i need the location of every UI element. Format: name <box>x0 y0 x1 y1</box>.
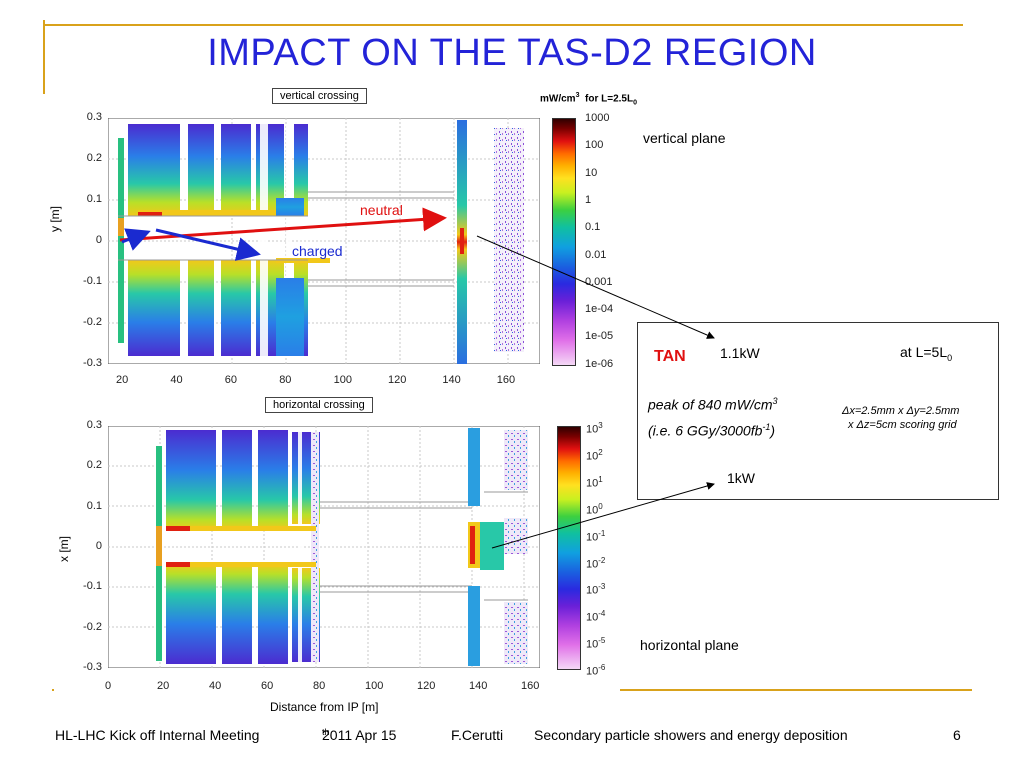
top-y-tick: -0.2 <box>83 316 102 328</box>
top-x-tick: 100 <box>333 374 352 386</box>
vertical-plane-label: vertical plane <box>643 130 726 146</box>
bottom-colorbar-label: 102 <box>586 447 603 463</box>
top-x-tick: 120 <box>388 374 407 386</box>
bottom-plot-xlabel: Distance from IP [m] <box>270 700 379 714</box>
tan-info-box: TAN 1.1kW at L=5L0 peak of 840 mW/cm3 (i… <box>637 322 999 500</box>
title-frame-left <box>43 20 45 94</box>
top-colorbar-label: 100 <box>585 139 604 152</box>
top-colorbar-label: 1000 <box>585 112 610 124</box>
top-colorbar-label: 0.001 <box>585 275 613 288</box>
bottom-x-tick: 0 <box>105 680 112 692</box>
bottom-rule-left <box>52 689 54 691</box>
top-colorbar-label: 0.01 <box>585 248 607 261</box>
top-y-tick: -0.1 <box>83 275 102 287</box>
top-x-tick: 20 <box>116 374 129 386</box>
horizontal-plane-label: horizontal plane <box>640 637 739 653</box>
top-x-tick: 40 <box>170 374 183 386</box>
bottom-x-tick: 160 <box>521 680 540 692</box>
charged-arrow-1 <box>121 228 151 251</box>
bottom-x-tick: 140 <box>469 680 488 692</box>
bottom-energy-map <box>108 426 540 668</box>
bottom-colorbar-label: 10-4 <box>586 609 606 624</box>
top-y-tick: 0.2 <box>86 152 102 164</box>
neutral-label: neutral <box>360 202 403 218</box>
bottom-x-tick: 40 <box>209 680 222 692</box>
title-frame-top <box>43 24 963 26</box>
peak-line-2: (i.e. 6 GGy/3000fb-1) <box>648 422 776 439</box>
top-x-tick: 160 <box>496 374 516 386</box>
callout-bottom <box>491 482 715 549</box>
top-colorbar-label: 1e-06 <box>585 357 614 370</box>
bottom-plot-label: horizontal crossing <box>265 397 373 413</box>
top-plot-label: vertical crossing <box>272 88 367 104</box>
slide-title: IMPACT ON THE TAS-D2 REGION <box>207 32 817 74</box>
top-x-tick: 60 <box>224 374 238 386</box>
bottom-x-tick: 120 <box>417 680 436 692</box>
tan-label: TAN <box>654 348 686 365</box>
top-y-tick: 0 <box>95 234 102 246</box>
charged-arrow-2 <box>155 228 261 261</box>
bottom-y-tick: -0.3 <box>83 660 102 673</box>
bottom-y-tick: 0 <box>95 539 102 552</box>
top-y-tick: -0.3 <box>83 357 102 369</box>
bottom-y-tick: -0.2 <box>83 620 102 633</box>
top-energy-map <box>108 118 540 364</box>
bottom-colorbar-label: 103 <box>586 421 603 436</box>
bottom-rule <box>620 689 972 691</box>
top-colorbar-label: 1e-04 <box>585 303 614 316</box>
bottom-colorbar-label: 10-1 <box>586 528 606 544</box>
bottom-y-tick: 0.2 <box>86 459 102 472</box>
peak-line-1: peak of 840 mW/cm3 <box>648 396 778 413</box>
top-colorbar-label: 1e-05 <box>585 330 614 343</box>
bottom-x-tick: 60 <box>261 680 274 692</box>
top-y-tick: 0.3 <box>86 111 102 123</box>
lumi-label: at L=5L0 <box>900 344 953 363</box>
bottom-colorbar-label: 10-6 <box>586 663 606 678</box>
callout-top <box>476 235 715 339</box>
top-colorbar <box>552 118 576 366</box>
bottom-y-tick: 0.1 <box>86 499 102 512</box>
bottom-colorbar-label: 10-3 <box>586 582 606 598</box>
bottom-x-tick: 20 <box>157 680 170 692</box>
bottom-colorbar-label: 101 <box>586 474 603 490</box>
charged-label: charged <box>292 243 343 259</box>
bottom-x-tick: 100 <box>365 680 384 692</box>
top-colorbar-label: 0.1 <box>585 221 601 234</box>
grid-line-1: Δx=2.5mm x Δy=2.5mm <box>842 405 960 417</box>
bottom-colorbar-label: 10-5 <box>586 636 606 651</box>
slide-number: 6 <box>953 727 961 743</box>
power-label-1: 1.1kW <box>720 345 760 361</box>
top-y-tick: 0.1 <box>86 193 102 205</box>
top-colorbar-title: mW/cm3 for L=2.5L0 <box>540 92 637 107</box>
top-arrows <box>119 207 447 261</box>
footer-topic: Secondary particle showers and energy de… <box>534 727 848 743</box>
footer-author: F.Cerutti <box>451 727 504 743</box>
bottom-colorbar <box>557 426 581 670</box>
top-colorbar-label: 1 <box>585 193 592 206</box>
top-x-tick: 80 <box>279 374 292 386</box>
top-colorbar-label: 10 <box>585 166 598 179</box>
neutral-arrow <box>119 207 447 242</box>
bottom-y-tick: 0.3 <box>86 419 102 431</box>
bottom-colorbar-label: 10-2 <box>586 555 606 571</box>
bottom-y-tick: -0.1 <box>83 580 102 593</box>
footer-meeting: HL-LHC Kick off Internal Meeting <box>55 727 260 743</box>
grid-line-2: x Δz=5cm scoring grid <box>848 419 957 431</box>
bottom-colorbar-label: 100 <box>586 501 603 517</box>
bottom-x-tick: 80 <box>313 680 326 692</box>
power-label-2: 1kW <box>727 470 755 486</box>
top-x-tick: 140 <box>442 374 461 386</box>
